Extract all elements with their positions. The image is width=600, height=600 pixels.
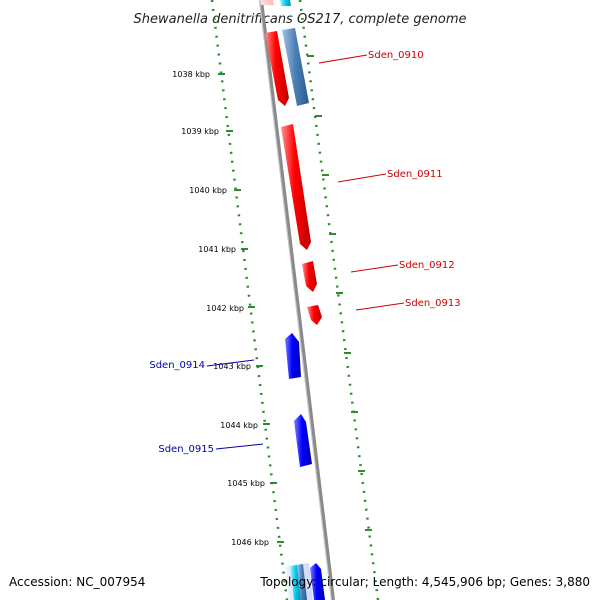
gene-label-sden-0913[interactable]: Sden_0913	[405, 298, 461, 309]
kbp-label: 1038 kbp	[172, 70, 210, 79]
gene-label-sden-0915[interactable]: Sden_0915	[158, 444, 214, 455]
accession-text: Accession: NC_007954	[9, 575, 145, 589]
genome-summary-text: Topology: circular; Length: 4,545,906 bp…	[259, 575, 590, 589]
kbp-labels: 1038 kbp 1039 kbp 1040 kbp 1041 kbp 1042…	[172, 70, 269, 547]
gene-label-sden-0914[interactable]: Sden_0914	[149, 360, 205, 371]
gene-sden-0910-red	[265, 31, 289, 106]
right-ruler	[298, 0, 380, 600]
kbp-label: 1043 kbp	[213, 362, 251, 371]
gene-sden-0914	[285, 333, 301, 379]
kbp-label: 1041 kbp	[198, 245, 236, 254]
kbp-label: 1044 kbp	[220, 421, 258, 430]
genome-backbone	[259, 0, 335, 600]
gene-label-sden-0912[interactable]: Sden_0912	[399, 260, 455, 271]
kbp-label: 1039 kbp	[181, 127, 219, 136]
kbp-label: 1045 kbp	[227, 479, 265, 488]
left-ruler-ticks	[218, 73, 284, 543]
gene-sden-0910-steel	[282, 28, 309, 106]
gene-feature-blue-bottom	[310, 563, 325, 600]
gene-label-sden-0911[interactable]: Sden_0911	[387, 169, 443, 180]
gene-sden-0912	[302, 261, 317, 292]
map-title: Shewanella denitrificans OS217, complete…	[134, 12, 467, 27]
gene-feature-pink	[260, 0, 274, 5]
right-ruler-ticks	[307, 55, 372, 531]
gene-label-sden-0910[interactable]: Sden_0910	[368, 50, 424, 61]
kbp-label: 1046 kbp	[231, 538, 269, 547]
left-ruler	[210, 0, 289, 600]
kbp-label: 1042 kbp	[206, 304, 244, 313]
kbp-label: 1040 kbp	[189, 186, 227, 195]
gene-sden-0913	[307, 305, 322, 325]
gene-feature-cyan	[280, 0, 291, 6]
gene-sden-0911	[281, 124, 311, 250]
gene-feature-cyan-bottom	[290, 565, 301, 600]
gene-leader-lines	[206, 54, 405, 450]
gene-feature-steel-bottom	[297, 564, 307, 600]
gene-sden-0915	[294, 414, 312, 467]
